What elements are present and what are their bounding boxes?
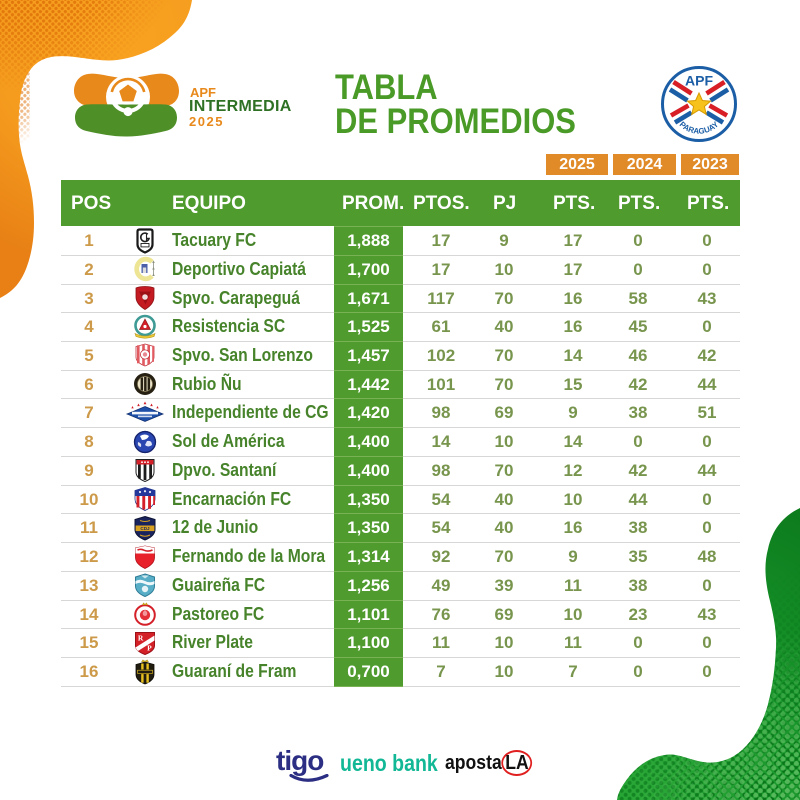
svg-text:P: P — [147, 643, 152, 652]
svg-text:CDJ: CDJ — [140, 526, 150, 531]
svg-text:APF: APF — [685, 73, 713, 89]
svg-text:R: R — [138, 633, 144, 642]
